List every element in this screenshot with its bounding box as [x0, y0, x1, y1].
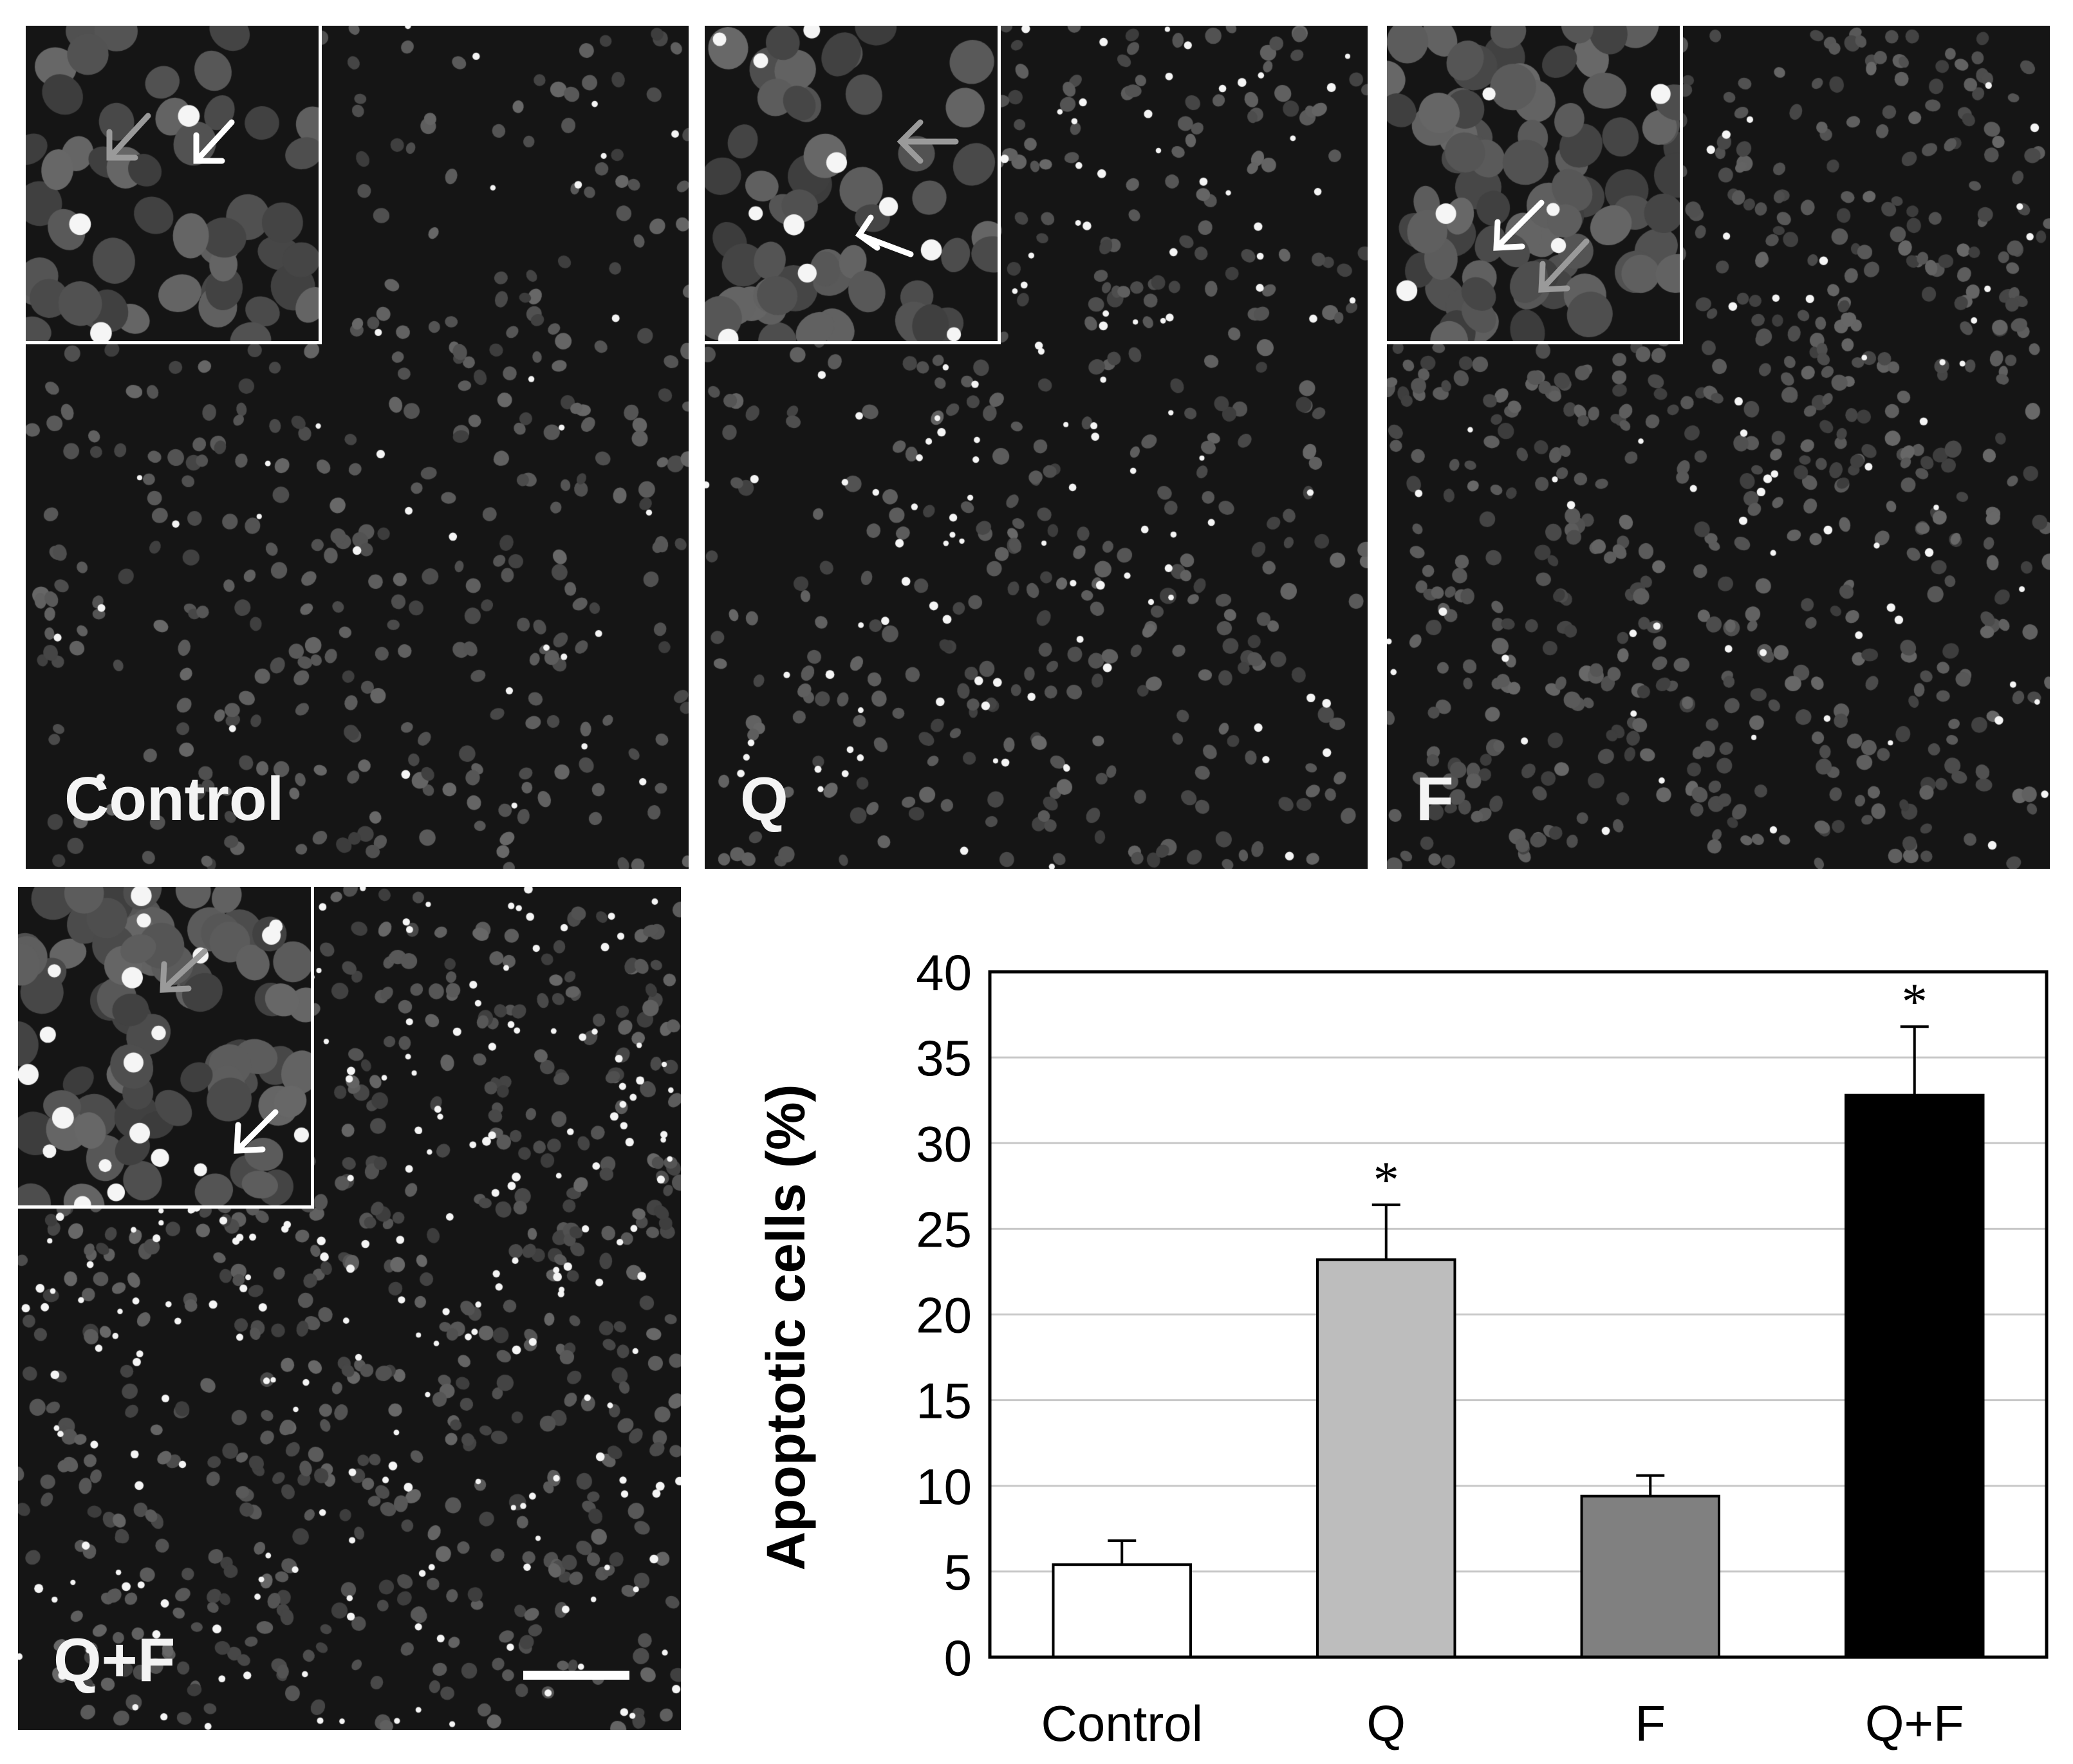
y-tick-label: 5: [944, 1544, 972, 1601]
significance-markers: **: [1373, 974, 1928, 1209]
y-tick-label: 35: [916, 1030, 972, 1086]
zoom-inset: [26, 26, 322, 344]
bar: [1845, 1093, 1985, 1658]
panel-label: Control: [64, 765, 284, 833]
gray-arrow-icon: [1538, 238, 1590, 293]
x-tick-label: Q+F: [1865, 1695, 1964, 1750]
inset-nuclei: [1387, 26, 1680, 341]
x-tick-labels: Control Q F Q+F: [1041, 1695, 1964, 1750]
micrograph-q: Q: [705, 26, 1368, 869]
zoom-inset: [18, 887, 314, 1209]
y-tick-label: 20: [916, 1287, 972, 1344]
panel-label: F: [1416, 765, 1454, 833]
inset-arrows: [106, 113, 235, 164]
significance-asterisk: *: [1902, 974, 1928, 1030]
panel-label: Q: [740, 765, 788, 833]
bar: [1580, 1494, 1720, 1658]
micrograph-control: Control: [26, 26, 689, 869]
error-bars: [1108, 1025, 1929, 1565]
scale-bar: [523, 1671, 629, 1680]
white-arrow-icon: [1493, 200, 1545, 251]
white-arrow-icon: [855, 214, 914, 257]
y-tick-label: 25: [916, 1201, 972, 1258]
plot-frame: [988, 970, 2049, 1659]
panel-label: Q+F: [53, 1626, 176, 1694]
y-tick-label: 30: [916, 1115, 972, 1172]
inset-nuclei: [705, 26, 998, 341]
y-tick-label: 40: [916, 944, 972, 1001]
zoom-inset: [705, 26, 1001, 344]
zoom-inset: [1387, 26, 1683, 344]
inset-nuclei: [26, 26, 319, 341]
y-tick-label: 0: [944, 1629, 972, 1686]
micrograph-q-plus-f: Q+F: [18, 887, 681, 1730]
y-tick-label: 15: [916, 1373, 972, 1429]
inset-arrows: [160, 948, 279, 1154]
bars: [1052, 1093, 1985, 1658]
inset-arrows: [1493, 200, 1590, 293]
y-tick-labels: 0 5 10 15 20 25 30 35 40: [916, 944, 972, 1686]
x-tick-label: Control: [1041, 1695, 1203, 1750]
gray-arrow-icon: [106, 113, 151, 161]
gray-arrow-icon: [897, 119, 959, 164]
white-arrow-icon: [193, 119, 235, 164]
x-tick-label: F: [1635, 1695, 1666, 1750]
x-tick-label: Q: [1366, 1695, 1406, 1750]
bar: [1052, 1563, 1192, 1658]
y-axis-label: Apoptotic cells (%): [756, 1084, 816, 1570]
y-tick-label: 10: [916, 1458, 972, 1515]
micrograph-f: F: [1387, 26, 2050, 869]
gray-arrow-icon: [160, 948, 208, 993]
bar: [1316, 1258, 1456, 1658]
significance-asterisk: *: [1373, 1152, 1399, 1209]
inset-arrows: [855, 119, 959, 257]
white-arrow-icon: [234, 1109, 279, 1154]
